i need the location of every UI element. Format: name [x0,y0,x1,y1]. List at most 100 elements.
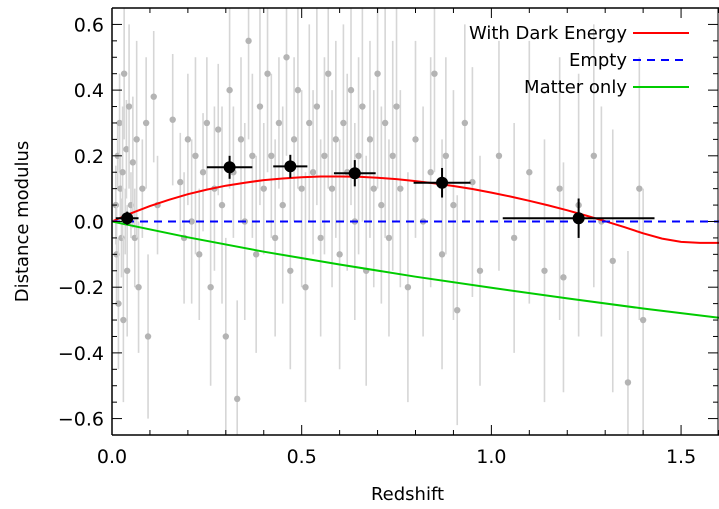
supernova-marker [313,103,321,110]
legend-label: Matter only [524,77,627,98]
x-tick-label: 1.5 [666,446,696,468]
binned-point [273,154,308,178]
supernova-point [177,132,184,232]
supernova-point [450,90,457,321]
supernova-marker [590,152,598,160]
supernova-point [393,8,400,222]
supernova-marker [119,169,126,176]
y-tick-label: −0.2 [58,277,104,299]
supernova-marker [123,267,131,274]
supernova-point [454,195,461,426]
supernova-marker [389,152,396,160]
supernova-point [321,57,328,255]
supernova-point [283,8,290,156]
legend: With Dark Energy Empty Matter only [469,23,689,98]
supernova-point [252,155,260,353]
supernova-point [188,139,195,304]
binned-data-points [115,154,655,238]
supernova-marker [150,93,157,100]
supernova-point [397,90,404,288]
supernova-point [427,57,434,288]
supernova-marker [321,152,328,160]
supernova-point [268,73,275,238]
supernova-marker [306,119,313,127]
supernova-point [636,57,643,321]
supernova-marker [636,185,643,192]
supernova-point [359,8,366,222]
supernova-point [461,24,469,222]
supernova-marker [120,316,127,324]
supernova-marker [560,274,567,281]
supernova-marker [115,300,122,307]
supernova-marker [609,257,616,265]
supernova-point [203,57,211,189]
individual-supernova-points [112,8,647,435]
supernova-marker [290,136,298,143]
supernova-marker [317,234,324,242]
supernova-marker [188,218,195,225]
supernova-point [609,129,616,393]
binned-point [115,211,139,225]
supernova-marker [328,185,336,192]
legend-item: Matter only [524,77,689,98]
supernova-marker [249,152,256,160]
supernova-marker [556,185,563,192]
supernova-marker [260,185,267,192]
binned-marker [121,212,134,225]
supernova-marker [120,70,128,77]
supernova-marker [404,283,412,291]
supernova-point [196,188,203,321]
supernova-point [404,172,412,403]
supernova-marker [207,283,214,291]
supernova-point [290,57,298,222]
supernova-marker [177,178,184,186]
supernova-marker [252,251,260,258]
supernova-point [374,8,381,189]
supernova-point [271,139,279,337]
supernova-marker [218,201,226,209]
supernova-marker [370,185,377,192]
supernova-point [120,237,127,403]
supernova-point [129,96,137,229]
supernova-point [287,172,294,370]
supernova-point [279,106,286,304]
supernova-marker [129,159,137,166]
supernova-marker [199,169,207,176]
supernova-point [264,8,271,173]
supernova-marker [510,234,518,242]
supernova-point [309,90,317,255]
supernova-marker [237,136,245,143]
supernova-point [510,122,518,353]
supernova-point [362,155,370,386]
x-tick-label: 1.0 [476,446,506,468]
supernova-marker [196,251,203,258]
supernova-marker [298,185,305,192]
supernova-marker [142,119,150,127]
model-curve-with-dark-energy [112,175,719,244]
supernova-point [249,73,256,238]
supernova-point [275,57,283,189]
x-tick-label: 0.0 [97,446,127,468]
supernova-point [125,24,133,189]
supernova-point [469,67,476,298]
supernova-marker [287,267,294,274]
supernova-marker [283,54,290,61]
supernova-marker [427,169,434,176]
binned-point [413,167,471,198]
supernova-point [347,8,355,206]
binned-marker [436,176,449,189]
supernova-marker [469,178,476,186]
supernova-point [135,221,142,353]
supernova-point [256,8,264,206]
supernova-marker [355,152,362,160]
supernova-point [590,24,598,288]
supernova-point [355,57,362,255]
supernova-point [150,30,157,163]
supernova-marker [639,316,647,324]
supernova-point [260,122,267,255]
supernova-point [495,40,503,271]
supernova-point [142,57,150,189]
axis-ticks: 0.0 0.5 1.0 1.5 −0.6 −0.4 −0.2 0.0 0.2 0.4 0.6 Reds… [12,7,719,505]
y-tick-label: 0.6 [74,14,104,36]
